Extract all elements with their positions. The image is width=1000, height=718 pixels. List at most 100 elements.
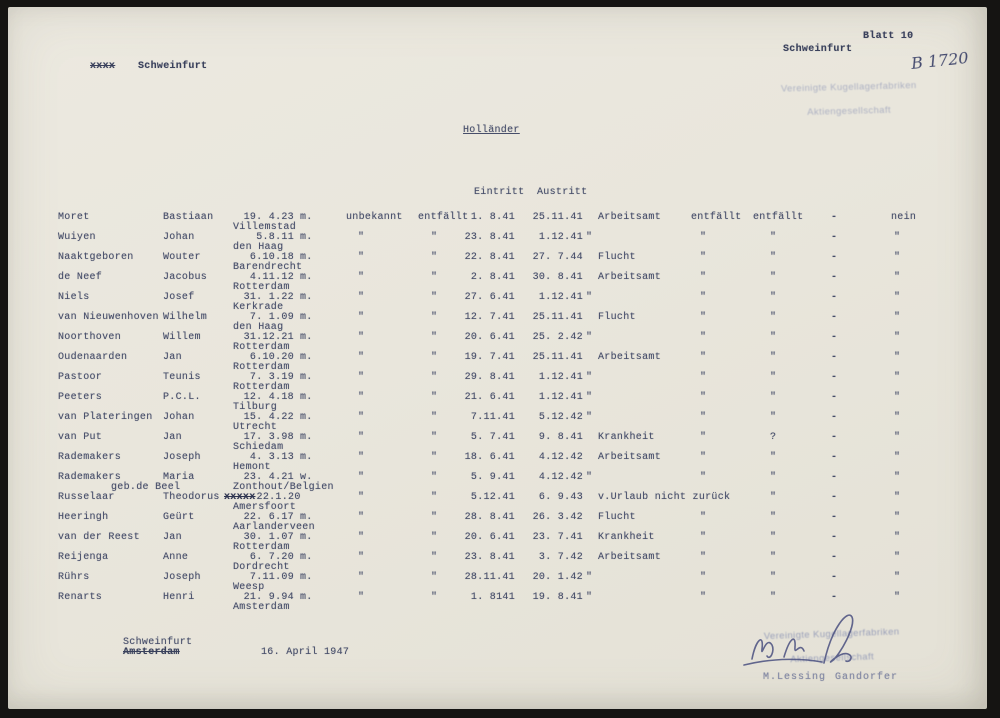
entfaellt2-cell: " <box>700 432 707 443</box>
nein-cell: " <box>894 592 901 603</box>
austritt-date-cell: 23. 7.41 <box>532 532 583 543</box>
entfaellt3-cell: " <box>770 272 777 283</box>
dash-cell: - <box>831 352 838 363</box>
reason-cell: Krankheit <box>598 532 655 543</box>
sex-cell: m. <box>300 352 313 363</box>
eintritt-date-cell: 5. 9.41 <box>470 472 515 483</box>
austritt-date-cell: 5.12.42 <box>538 412 583 423</box>
reason-cell: " <box>586 332 593 343</box>
birthdate-value: 23. 4.21 <box>243 472 294 483</box>
firstname-cell: Wouter <box>163 252 201 263</box>
eintritt-date-cell: 29. 8.41 <box>464 372 515 383</box>
surname-cell: Renarts <box>58 592 103 603</box>
nein-cell: nein <box>891 212 917 223</box>
birthdate-cell: 30. 1.07 <box>224 533 294 543</box>
unbekannt-cell: " <box>358 492 365 503</box>
surname-cell: Noorthoven <box>58 332 122 343</box>
firstname-cell: Jan <box>163 352 182 363</box>
unbekannt-cell: " <box>358 552 365 563</box>
birthdate-value: 12. 4.18 <box>243 392 294 403</box>
table-row: de Neef Jacobus m. " " 2. 8.41 30. 8.41 Arbeits… <box>8 273 987 293</box>
surname-cell: Rademakers <box>58 472 122 483</box>
entfaellt2-cell: " <box>700 272 707 283</box>
firstname-cell: Geürt <box>163 512 195 523</box>
sex-cell: m. <box>300 412 313 423</box>
unbekannt-cell: " <box>358 432 365 443</box>
table-row: Reijenga Anne m. " " 23. 8.41 3. 7.42 Arbeitsam… <box>8 553 987 573</box>
firstname-cell: Jacobus <box>163 272 208 283</box>
dash-cell: - <box>831 592 838 603</box>
birthplace-cell: Schiedam <box>233 441 284 453</box>
austritt-date-cell: 1.12.41 <box>538 392 583 403</box>
dash-cell: - <box>831 432 838 443</box>
birthdate-cell: 7. 1.09 <box>224 313 294 323</box>
birthdate-cell: 22. 6.17 <box>224 513 294 523</box>
birthdate-value: 4.11.12 <box>249 272 294 283</box>
eintritt-date-cell: 5. 7.41 <box>470 432 515 443</box>
surname-cell: Peeters <box>58 392 103 403</box>
nein-cell: " <box>894 292 901 303</box>
birthdate-value: 7. 1.09 <box>249 312 294 323</box>
birthplace-cell: Dordrecht <box>233 561 290 573</box>
entfaellt2-cell: " <box>700 512 707 523</box>
austritt-date-cell: 20. 1.42 <box>532 572 583 583</box>
surname-cell: Heeringh <box>58 512 109 523</box>
firstname-cell: Johan <box>163 412 195 423</box>
firstname-cell: Jan <box>163 432 182 443</box>
nein-cell: " <box>894 572 901 583</box>
sex-cell: m. <box>300 372 313 383</box>
birthdate-cell: 19. 4.23 <box>224 213 294 223</box>
unbekannt-cell: " <box>358 392 365 403</box>
austritt-date-cell: 9. 8.41 <box>538 432 583 443</box>
table-row: Naaktgeboren Wouter m. " " 22. 8.41 27. 7.44 Fl… <box>8 253 987 273</box>
stamp-line: Aktiengesellschaft <box>807 104 892 118</box>
austritt-date-cell: 30. 8.41 <box>532 272 583 283</box>
dash-cell: - <box>831 412 838 423</box>
entfaellt3-cell: " <box>770 412 777 423</box>
birthplace-cell: Hemont <box>233 461 271 473</box>
birthdate-value: 6.10.20 <box>249 352 294 363</box>
sex-cell: m. <box>300 232 313 243</box>
table-row: Rademakers Maria w. " " 5. 9.41 4.12.42 " " " - " 23… <box>8 473 987 493</box>
unbekannt-cell: " <box>358 332 365 343</box>
eintritt-date-cell: 20. 6.41 <box>464 332 515 343</box>
birthdate-cell: 12. 4.18 <box>224 393 294 403</box>
firstname-cell: Theodorus <box>163 492 220 503</box>
nein-cell: " <box>894 512 901 523</box>
sex-cell: m. <box>300 452 313 463</box>
nein-cell: " <box>894 532 901 543</box>
surname-cell: Oudenaarden <box>58 352 128 363</box>
eintritt-date-cell: 20. 6.41 <box>464 532 515 543</box>
birthplace-cell: den Haag <box>233 321 284 333</box>
birthdate-value: 4. 3.13 <box>249 452 294 463</box>
entfaellt3-cell: entfällt <box>753 212 804 223</box>
birthdate-value: 7.11.09 <box>249 572 294 583</box>
entfaellt-cell: " <box>431 552 438 563</box>
table-row: van Put Jan m. " " 5. 7.41 9. 8.41 Krankheit "? -… <box>8 433 987 453</box>
unbekannt-cell: " <box>358 252 365 263</box>
entfaellt2-cell: " <box>700 412 707 423</box>
firstname-cell: P.C.L. <box>163 392 201 403</box>
austritt-date-cell: 6. 9.43 <box>538 492 583 503</box>
austritt-date-cell: 19. 8.41 <box>532 592 583 603</box>
surname-cell: Russelaar <box>58 492 115 503</box>
entfaellt-cell: " <box>431 392 438 403</box>
entfaellt3-cell: " <box>770 352 777 363</box>
eintritt-date-cell: 28. 8.41 <box>464 512 515 523</box>
birthdate-cell: 23. 4.21 <box>224 473 294 483</box>
entfaellt3-cell: " <box>770 492 777 503</box>
surname-cell: Rademakers <box>58 452 122 463</box>
entfaellt-cell: " <box>431 252 438 263</box>
eintritt-date-cell: 7.11.41 <box>470 412 515 423</box>
entfaellt3-cell: " <box>770 332 777 343</box>
entfaellt2-cell: " <box>700 252 707 263</box>
entfaellt3-cell: " <box>770 572 777 583</box>
sex-cell: m. <box>300 212 313 223</box>
birthdate-value: 19. 4.23 <box>243 212 294 223</box>
unbekannt-cell: " <box>358 472 365 483</box>
unbekannt-cell: unbekannt <box>346 212 403 223</box>
birthplace-cell: Amersfoort <box>233 501 297 513</box>
eintritt-date-cell: 27. 6.41 <box>464 292 515 303</box>
surname-cell: Pastoor <box>58 372 103 383</box>
unbekannt-cell: " <box>358 452 365 463</box>
